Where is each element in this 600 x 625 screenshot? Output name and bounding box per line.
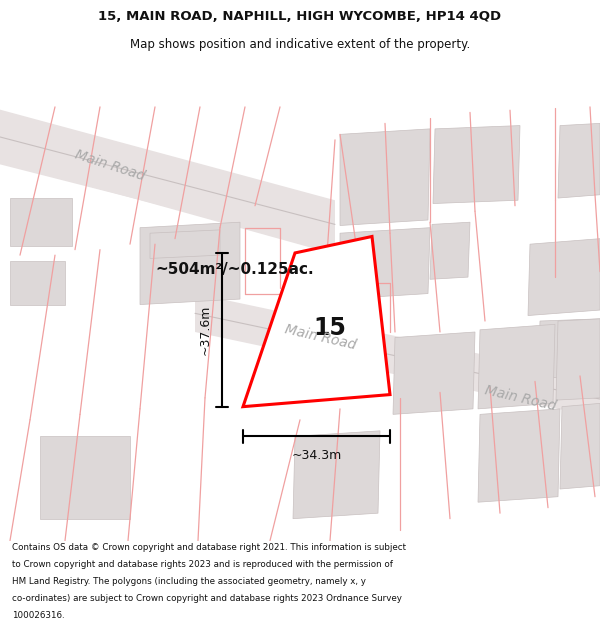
Polygon shape	[10, 198, 72, 246]
Text: ~37.6m: ~37.6m	[199, 304, 212, 355]
Polygon shape	[433, 126, 520, 204]
Text: 15, MAIN ROAD, NAPHILL, HIGH WYCOMBE, HP14 4QD: 15, MAIN ROAD, NAPHILL, HIGH WYCOMBE, HP…	[98, 9, 502, 22]
Text: 100026316.: 100026316.	[12, 611, 65, 619]
Polygon shape	[478, 324, 555, 409]
Text: Map shows position and indicative extent of the property.: Map shows position and indicative extent…	[130, 38, 470, 51]
Polygon shape	[293, 431, 380, 519]
Polygon shape	[0, 107, 335, 249]
Polygon shape	[340, 129, 430, 226]
Polygon shape	[0, 132, 330, 253]
Polygon shape	[528, 239, 600, 316]
Polygon shape	[430, 222, 470, 279]
Polygon shape	[140, 222, 240, 304]
Polygon shape	[0, 110, 330, 228]
Polygon shape	[556, 319, 600, 400]
Polygon shape	[195, 294, 600, 420]
Text: co-ordinates) are subject to Crown copyright and database rights 2023 Ordnance S: co-ordinates) are subject to Crown copyr…	[12, 594, 402, 602]
Text: 15: 15	[314, 316, 346, 340]
Polygon shape	[560, 403, 600, 489]
Text: ~504m²/~0.125ac.: ~504m²/~0.125ac.	[155, 262, 314, 277]
Text: ~34.3m: ~34.3m	[292, 449, 341, 462]
Polygon shape	[393, 332, 475, 414]
Polygon shape	[558, 123, 600, 198]
Polygon shape	[478, 409, 560, 502]
Text: Contains OS data © Crown copyright and database right 2021. This information is : Contains OS data © Crown copyright and d…	[12, 543, 406, 552]
Text: HM Land Registry. The polygons (including the associated geometry, namely x, y: HM Land Registry. The polygons (includin…	[12, 577, 366, 586]
Text: Main Road: Main Road	[483, 383, 557, 413]
Text: Main Road: Main Road	[73, 148, 147, 183]
Text: Main Road: Main Road	[283, 322, 357, 352]
Polygon shape	[340, 228, 430, 299]
Polygon shape	[10, 261, 65, 304]
Polygon shape	[243, 236, 390, 407]
Text: to Crown copyright and database rights 2023 and is reproduced with the permissio: to Crown copyright and database rights 2…	[12, 560, 393, 569]
Polygon shape	[538, 319, 600, 378]
Polygon shape	[40, 436, 130, 519]
Polygon shape	[150, 230, 220, 258]
